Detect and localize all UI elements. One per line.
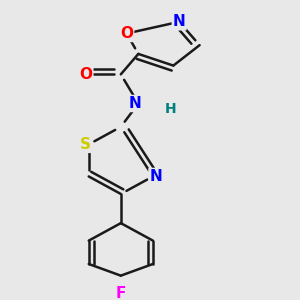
Text: S: S — [80, 137, 91, 152]
Text: O: O — [79, 67, 92, 82]
Text: O: O — [120, 26, 133, 41]
Text: N: N — [129, 96, 142, 111]
Text: N: N — [173, 14, 186, 29]
Text: N: N — [149, 169, 162, 184]
Text: F: F — [116, 286, 126, 300]
Text: H: H — [165, 102, 176, 116]
